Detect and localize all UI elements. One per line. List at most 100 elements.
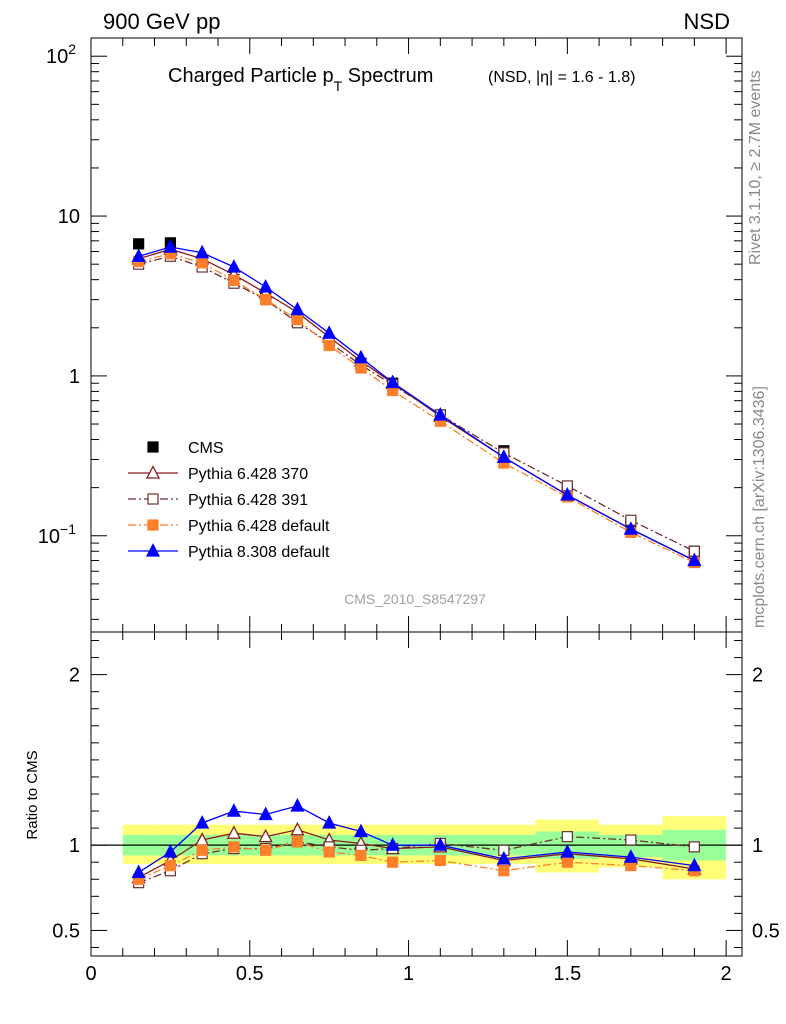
ratio-data-point	[290, 798, 305, 812]
ratio-data-point	[163, 844, 178, 858]
main-plot-frame	[90, 37, 743, 633]
ratio-data-point	[498, 865, 510, 877]
rivet-label: Rivet 3.1.10, ≥ 2.7M events	[747, 70, 764, 265]
ratio-data-point	[131, 864, 146, 879]
ratio-y-tick-label: 2	[69, 665, 80, 687]
x-tick-label: 0.5	[236, 963, 264, 985]
main-series-line	[138, 248, 695, 562]
main-data-point	[195, 244, 210, 259]
ratio-data-point	[385, 837, 400, 851]
plot-title-selection: (NSD, |η| = 1.6 - 1.8)	[488, 69, 635, 86]
ratio-plot-panel: 0.5 0.5 1 1 2 2 0 0.5 1 1.5 2 Ratio to CMS	[24, 631, 780, 985]
ratio-data-point	[258, 828, 273, 843]
ratio-y-tick-label-right: 0.5	[752, 920, 780, 942]
legend-entry: Pythia 6.428 391	[128, 492, 308, 509]
legend-marker	[147, 519, 159, 531]
x-tick-label: 1	[403, 963, 414, 985]
energy-label: 900 GeV pp	[103, 9, 220, 34]
ratio-data-point	[625, 834, 637, 846]
process-label: NSD	[684, 9, 730, 34]
ratio-data-point	[260, 844, 272, 856]
main-data-point	[196, 257, 208, 269]
ratio-y-tick-label: 0.5	[52, 920, 80, 942]
ratio-data-point	[291, 836, 304, 848]
legend-marker	[145, 543, 161, 557]
ratio-data-point	[323, 846, 335, 858]
main-y-tick-label: 10−1	[38, 521, 76, 548]
main-data-point	[290, 301, 305, 316]
legend-entry: Pythia 6.428 default	[128, 518, 330, 535]
main-series-line	[138, 255, 695, 552]
main-data-point	[260, 294, 272, 306]
ratio-data-point	[561, 831, 573, 843]
ratio-plot-frame	[90, 631, 743, 957]
legend-marker	[145, 465, 161, 479]
main-data-point	[623, 521, 638, 535]
ratio-data-point	[387, 856, 399, 868]
main-data-point	[355, 362, 367, 374]
ratio-data-point	[433, 837, 448, 851]
legend-label: CMS	[188, 440, 224, 457]
analysis-watermark: CMS_2010_S8547297	[344, 591, 486, 607]
ratio-data-point	[196, 844, 208, 856]
ratio-data-point	[355, 849, 367, 861]
ratio-data-point	[496, 850, 511, 865]
ratio-axis-ticks	[90, 632, 742, 956]
ratio-y-tick-labels: 0.5 0.5 1 1 2 2	[52, 665, 780, 943]
plot-title: Charged Particle pT Spectrum	[168, 65, 433, 94]
main-data-point	[228, 274, 240, 286]
ratio-data-point	[688, 841, 700, 853]
ratio-curves	[131, 798, 702, 889]
green-uncertainty-band	[599, 834, 663, 858]
main-data-point	[560, 487, 575, 501]
ratio-data-point	[560, 844, 575, 858]
main-data-point	[323, 339, 335, 352]
legend-label: Pythia 6.428 391	[188, 492, 308, 509]
main-axis-ticks	[90, 38, 742, 632]
main-data-point	[291, 314, 304, 326]
legend-entry: Pythia 6.428 370	[128, 465, 308, 483]
ratio-data-point	[226, 803, 241, 817]
x-tick-label: 0	[85, 963, 96, 985]
main-data-point	[131, 248, 146, 262]
legend-entry: Pythia 8.308 default	[128, 543, 330, 561]
main-y-tick-label: 1	[69, 366, 80, 388]
ratio-data-point	[561, 856, 573, 868]
legend: CMS Pythia 6.428 370 Pythia 6.428 391 Pythi…	[128, 440, 330, 561]
x-tick-labels: 0 0.5 1 1.5 2	[85, 963, 731, 985]
x-tick-label: 2	[721, 963, 732, 985]
ratio-series-line	[138, 829, 695, 879]
main-series-3	[133, 250, 700, 557]
ratio-data-point	[687, 857, 702, 872]
x-tick-label: 1.5	[553, 963, 581, 985]
ratio-series-3	[133, 836, 700, 885]
legend-marker	[147, 441, 159, 453]
ratio-data-point	[226, 825, 241, 839]
main-data-point	[258, 279, 273, 293]
ratio-data-point	[258, 806, 273, 821]
main-y-tick-label: 10	[58, 206, 80, 228]
main-data-point	[226, 259, 241, 273]
ratio-data-point	[195, 815, 210, 829]
legend-marker	[147, 493, 159, 505]
ratio-data-point	[353, 823, 368, 838]
main-y-tick-label: 102	[46, 41, 76, 68]
main-data-point	[496, 449, 511, 463]
ratio-data-point	[322, 815, 337, 829]
main-data-point	[353, 349, 368, 364]
ratio-data-point	[164, 860, 176, 872]
ratio-series-4	[131, 798, 702, 879]
legend-label: Pythia 6.428 370	[188, 466, 308, 483]
ratio-y-axis-label: Ratio to CMS	[24, 750, 41, 839]
legend-label: Pythia 8.308 default	[188, 544, 330, 561]
ratio-y-tick-label: 1	[69, 835, 80, 857]
main-series-line	[138, 246, 695, 562]
legend-label: Pythia 6.428 default	[188, 518, 330, 535]
main-data-point	[322, 325, 337, 339]
mcplots-label: mcplots.cern.ch [arXiv:1306.3436]	[751, 386, 768, 628]
ratio-y-tick-label-right: 1	[752, 835, 763, 857]
main-series-line	[138, 253, 695, 564]
main-data-point	[687, 552, 702, 567]
